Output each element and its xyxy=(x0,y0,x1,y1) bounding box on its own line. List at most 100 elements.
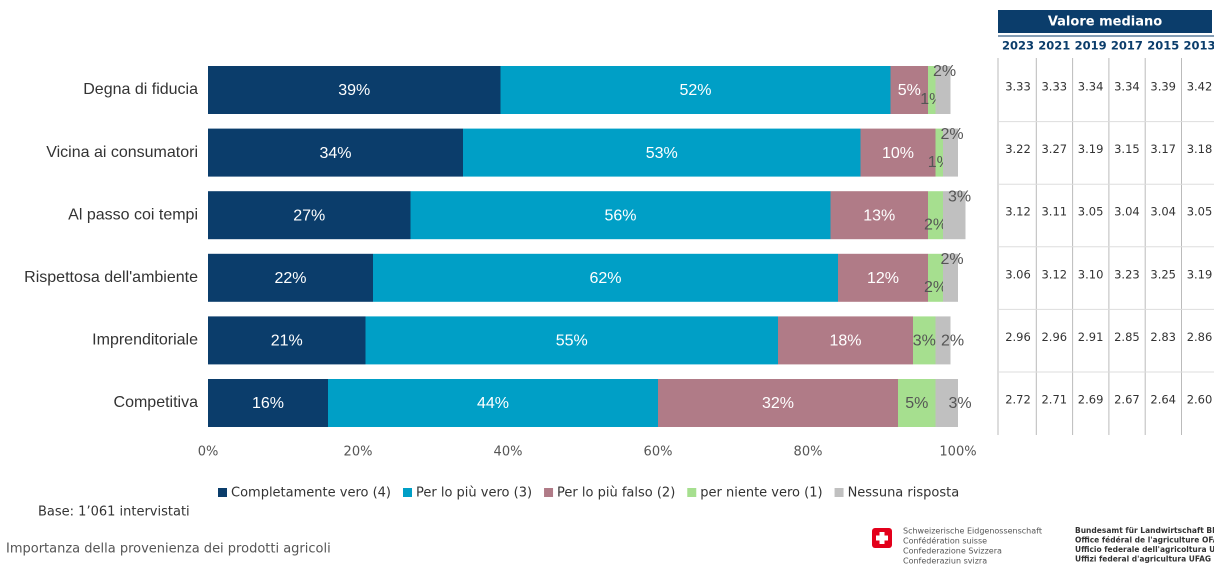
category-label: Degna di fiducia xyxy=(83,81,198,98)
data-label: 5% xyxy=(905,395,928,412)
table-cell: 2.71 xyxy=(1041,393,1067,407)
bar-segment xyxy=(658,379,898,427)
data-label: 3% xyxy=(948,188,971,205)
table-cell: 3.19 xyxy=(1187,267,1213,281)
bar-segment xyxy=(928,253,943,302)
legend-label: Per lo più vero (3) xyxy=(416,486,532,501)
data-label: 21% xyxy=(271,333,303,350)
data-label: 13% xyxy=(863,207,895,224)
swiss-flag xyxy=(872,528,892,548)
table-cell: 3.15 xyxy=(1114,142,1140,156)
confederation-text: Schweizerische Eidgenossenschaft xyxy=(903,527,1042,536)
table-column-header: 2023 xyxy=(1002,39,1034,53)
data-label: 3% xyxy=(913,333,936,350)
bar-segment xyxy=(500,66,891,114)
table-cell: 3.42 xyxy=(1187,80,1213,94)
data-label: 55% xyxy=(556,333,588,350)
table-cell: 2.67 xyxy=(1114,393,1140,407)
data-label: 2% xyxy=(924,216,947,233)
data-label: 32% xyxy=(762,395,794,412)
bar-segment xyxy=(208,253,373,302)
table-cell: 3.10 xyxy=(1078,267,1104,281)
table-cell: 3.39 xyxy=(1150,80,1176,94)
annotation: Base: 1’061 intervistati xyxy=(38,505,190,520)
category-label: Rispettosa dell'ambiente xyxy=(24,269,198,286)
confederation-text: Confederazione Svizzera xyxy=(903,547,1002,556)
category-label: Imprenditoriale xyxy=(92,332,198,349)
data-label: 56% xyxy=(604,207,636,224)
legend-label: Nessuna risposta xyxy=(848,486,960,501)
data-label: 5% xyxy=(898,82,921,99)
bar-segment xyxy=(913,316,936,365)
bar-segment xyxy=(935,379,958,427)
table-cell: 3.33 xyxy=(1041,80,1067,94)
office-text: Bundesamt für Landwirtschaft BLW xyxy=(1075,526,1214,535)
office-text: Ufficio federale dell'agricoltura UFAG xyxy=(1075,545,1214,554)
x-tick-label: 100% xyxy=(939,445,976,460)
table-cell: 3.27 xyxy=(1041,142,1067,156)
table-cell: 2.91 xyxy=(1078,330,1104,344)
confederation-text: Confederaziun svizra xyxy=(903,557,987,566)
legend-swatch xyxy=(218,488,227,497)
category-label: Al passo coi tempi xyxy=(68,206,198,223)
data-label: 34% xyxy=(319,145,351,162)
x-tick-label: 60% xyxy=(644,445,673,460)
annotation: Importanza della provenienza dei prodott… xyxy=(6,542,331,557)
table-column-header: 2015 xyxy=(1147,39,1179,53)
table-column-header: 2021 xyxy=(1038,39,1070,53)
table-cell: 3.12 xyxy=(1041,267,1067,281)
legend-swatch xyxy=(834,488,844,497)
data-label: 62% xyxy=(589,270,621,287)
bar-segment xyxy=(208,191,411,240)
bar-segment xyxy=(928,66,936,114)
x-tick-label: 20% xyxy=(344,445,373,460)
bar-segment xyxy=(778,316,913,365)
table-cell: 3.12 xyxy=(1005,205,1031,219)
table-cell: 3.05 xyxy=(1078,205,1104,219)
bar-segment xyxy=(943,253,958,302)
category-label: Vicina ai consumatori xyxy=(46,144,198,161)
legend-swatch xyxy=(544,488,554,497)
x-tick-label: 80% xyxy=(794,445,823,460)
data-label: 3% xyxy=(948,395,971,412)
category-label: Competitiva xyxy=(114,394,199,411)
confederation-text: Confédération suisse xyxy=(903,536,987,546)
data-label: 12% xyxy=(867,270,899,287)
bar-segment xyxy=(928,191,943,240)
bar-segment xyxy=(830,191,928,240)
table-cell: 2.83 xyxy=(1150,330,1176,344)
table-cell: 3.34 xyxy=(1078,80,1104,94)
data-label: 2% xyxy=(924,279,947,296)
data-label: 16% xyxy=(252,395,284,412)
data-label: 18% xyxy=(829,333,861,350)
table-cell: 3.23 xyxy=(1114,267,1140,281)
bar-segment xyxy=(208,66,501,114)
table-cell: 2.96 xyxy=(1041,330,1067,344)
table-cell: 3.11 xyxy=(1041,205,1067,219)
legend-swatch xyxy=(687,488,697,497)
table-column-header: 2017 xyxy=(1111,39,1143,53)
table-cell: 3.25 xyxy=(1150,267,1176,281)
data-label: 2% xyxy=(940,251,963,268)
bar-segment xyxy=(935,66,951,114)
x-tick-label: 0% xyxy=(198,445,219,460)
table-cell: 3.22 xyxy=(1005,142,1031,156)
bar-segment xyxy=(208,316,366,365)
bar-segment xyxy=(898,379,936,427)
table-cell: 3.18 xyxy=(1187,142,1213,156)
data-label: 44% xyxy=(477,395,509,412)
bar-segment xyxy=(328,379,658,427)
legend-label: Completamente vero (4) xyxy=(231,486,391,501)
data-label: 39% xyxy=(338,82,370,99)
table-cell: 3.04 xyxy=(1150,205,1176,219)
table-cell: 2.72 xyxy=(1005,393,1031,407)
data-label: 27% xyxy=(293,207,325,224)
table-cell: 3.04 xyxy=(1114,205,1140,219)
data-label: 2% xyxy=(940,126,963,143)
table-title: Valore mediano xyxy=(1048,15,1162,30)
bar-segment xyxy=(410,191,831,240)
data-label: 10% xyxy=(882,145,914,162)
bar-segment xyxy=(208,128,463,177)
data-label: 22% xyxy=(274,270,306,287)
